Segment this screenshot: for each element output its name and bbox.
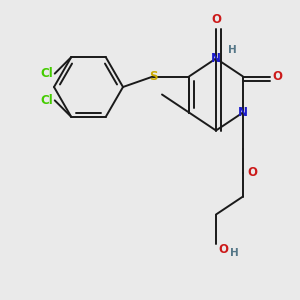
Text: O: O xyxy=(211,13,221,26)
Text: O: O xyxy=(247,166,257,179)
Text: H: H xyxy=(230,248,239,259)
Text: O: O xyxy=(218,243,229,256)
Text: H: H xyxy=(228,45,237,55)
Text: Cl: Cl xyxy=(40,67,53,80)
Text: N: N xyxy=(238,106,248,119)
Text: Cl: Cl xyxy=(40,94,53,107)
Text: N: N xyxy=(211,52,221,65)
Text: S: S xyxy=(149,70,157,83)
Text: O: O xyxy=(272,70,283,83)
